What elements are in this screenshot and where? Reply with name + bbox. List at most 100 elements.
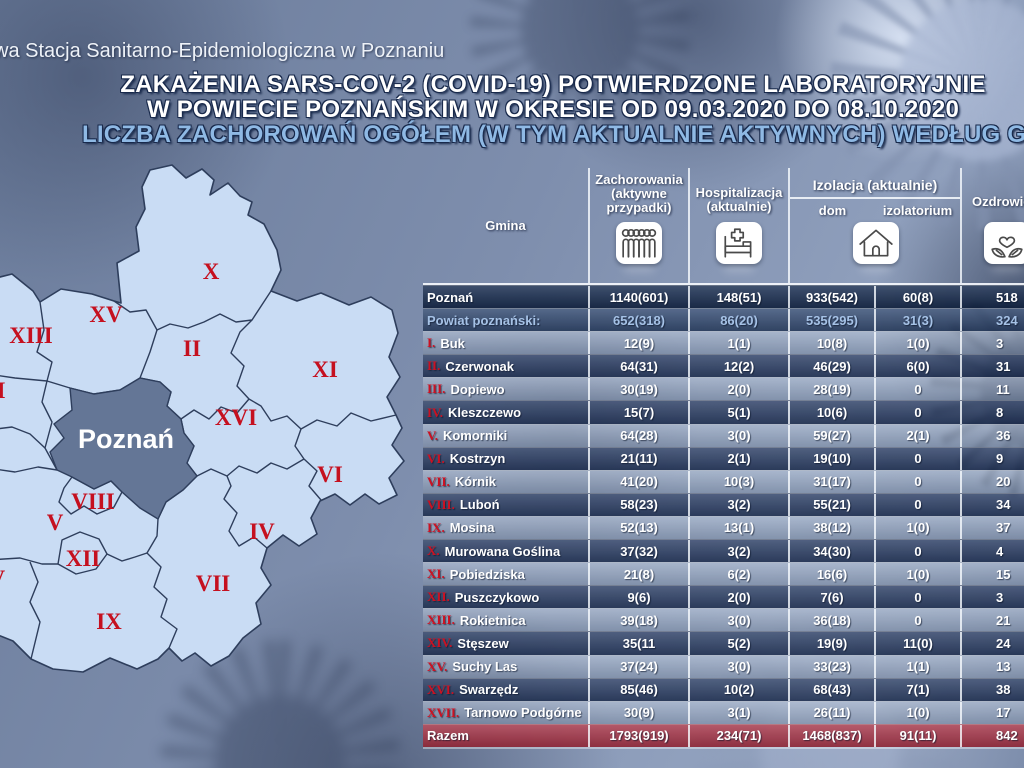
row-gmina-name: Dopiewo [450,381,505,397]
table-row: Poznań 1140(601) 148(51) 933(542) 60(8) 518 [423,285,1024,309]
table-row: Razem 1793(919) 234(71) 1468(837) 91(11) 842 [423,723,1024,747]
cell-value: 19(10) [790,447,876,470]
row-gmina-cell: XIV. Stęszew [423,632,590,655]
region-label-XI: XI [312,357,338,382]
row-gmina-cell: II. Czerwonak [423,355,590,378]
region-label-XV: XV [89,302,123,327]
column-header-dom: dom [818,203,847,218]
region-label-XII: XII [66,546,101,571]
cell-value: 0 [876,378,962,401]
row-gmina-cell: V. Komorniki [423,424,590,447]
column-header-izolacja: Izolacja (aktualnie) dom izolatorium [790,168,962,283]
table-row: V. Komorniki 64(28) 3(0) 59(27) 2(1) 36 [423,423,1024,447]
cell-value: 15 [996,566,1011,582]
cell-value: 34 [996,497,1011,513]
cell-value: 21 [996,612,1011,628]
cell-value: 1(0) [876,701,962,724]
row-gmina-cell: X. Murowana Goślina [423,540,590,563]
cell-value: 12(2) [690,355,790,378]
cell-value: 31(3) [876,309,962,332]
cell-value: 33(23) [790,655,876,678]
cell-value: 1468(837) [790,724,876,747]
row-gmina-name: Pobiedziska [449,566,525,582]
table-row: X. Murowana Goślina 37(32) 3(2) 34(30) 0 4 [423,539,1024,563]
station-name: wa Stacja Sanitarno-Epidemiologiczna w P… [0,40,445,62]
region-label-XVII: XVII [0,378,6,403]
cell-value: 9(6) [590,586,690,609]
cell-value: 652(318) [590,309,690,332]
cell-value: 5(1) [690,401,790,424]
title-line-1: ZAKAŻENIA SARS-COV-2 (COVID-19) POTWIERD… [120,71,986,98]
cell-value: 59(27) [790,424,876,447]
row-gmina-name: Buk [440,335,465,351]
row-gmina-cell: Poznań [423,286,590,309]
table-row: I. Buk 12(9) 1(1) 10(8) 1(0) 3 [423,331,1024,355]
row-gmina-name: Tarnowo Podgórne [464,705,582,721]
table-row: XVI. Swarzędz 85(46) 10(2) 68(43) 7(1) 38 [423,677,1024,701]
cell-value: 38(12) [790,516,876,540]
row-numeral: XI. [427,566,445,582]
table-row: XII. Puszczykowo 9(6) 2(0) 7(6) 0 3 [423,585,1024,609]
cell-value: 2(0) [690,586,790,609]
cell-value: 86(20) [690,309,790,332]
cell-value: 6(2) [690,563,790,586]
row-gmina-cell: Razem [423,724,590,747]
cell-value: 35(11 [590,632,690,655]
cell-value: 1793(919) [590,724,690,747]
region-label-IX: IX [96,609,122,634]
cell-value: 1140(601) [590,286,690,309]
cell-value: 30(9) [590,701,690,724]
hands-heart-icon [984,222,1024,264]
row-gmina-name: Swarzędz [459,682,519,698]
table-row: VIII. Luboń 58(23) 3(2) 55(21) 0 34 [423,492,1024,516]
row-numeral: XIV. [427,635,453,651]
column-header-gmina: Gmina [423,168,590,283]
cell-value: 60(8) [876,286,962,309]
cell-value: 1(0) [876,516,962,540]
table-row: XI. Pobiedziska 21(8) 6(2) 16(6) 1(0) 15 [423,562,1024,586]
table-row: XIV. Stęszew 35(11 5(2) 19(9) 11(0) 24 [423,631,1024,655]
cell-value: 36(18) [790,609,876,632]
row-numeral: IX. [427,519,445,535]
region-label-XVI: XVI [215,405,257,430]
cell-value: 21(8) [590,563,690,586]
cell-value: 46(29) [790,355,876,378]
row-gmina-name: Rokietnica [459,612,526,628]
cell-value: 36 [996,428,1011,444]
cell-value: 3(0) [690,609,790,632]
cell-value: 58(23) [590,493,690,516]
column-header-hospitalizacja: Hospitalizacja (aktualnie) [690,168,790,283]
cell-value: 324 [996,312,1018,328]
map-landmass [0,164,405,673]
cell-value: 26(11) [790,701,876,724]
row-gmina-cell: XII. Puszczykowo [423,586,590,609]
cell-value: 7(1) [876,678,962,701]
title-block: ZAKAŻENIA SARS-COV-2 (COVID-19) POTWIERD… [82,72,1024,147]
cell-value: 0 [876,609,962,632]
row-numeral: VII. [427,473,450,489]
cell-value: 16(6) [790,563,876,586]
cell-value: 4 [996,543,1004,559]
row-gmina-cell: XV. Suchy Las [423,655,590,678]
cell-value: 30(19) [590,378,690,401]
cell-value: 55(21) [790,493,876,516]
house-icon [853,222,899,264]
cell-value: 5(2) [690,632,790,655]
people-crowd-icon [616,222,662,264]
region-label-XIV: XIV [0,566,5,591]
row-numeral: XVI. [427,681,455,697]
cell-value: 11 [996,381,1010,397]
cell-value: 17 [996,705,1011,721]
row-numeral: XVII. [427,704,460,720]
row-numeral: I. [427,335,436,351]
cell-value: 0 [876,401,962,424]
cell-value: 0 [876,540,962,563]
cell-value: 518 [996,289,1018,305]
row-gmina-name: Razem [427,728,469,744]
cell-value: 3(0) [690,424,790,447]
cell-value: 3 [996,335,1004,351]
column-header-zachorowania: Zachorowania (aktywne przypadki) [590,168,690,283]
cell-value: 6(0) [876,355,962,378]
row-gmina-cell: Powiat poznański: [423,309,590,332]
table-rows: Poznań 1140(601) 148(51) 933(542) 60(8) 518 Po… [423,285,1024,749]
